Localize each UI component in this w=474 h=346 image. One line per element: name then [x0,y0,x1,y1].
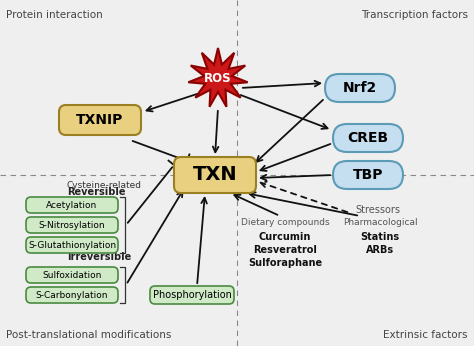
FancyBboxPatch shape [150,286,234,304]
Text: Extrinsic factors: Extrinsic factors [383,330,468,340]
Text: Reversible: Reversible [67,187,126,197]
Text: Dietary compounds: Dietary compounds [241,218,329,227]
Text: Irreversible: Irreversible [67,252,131,262]
Text: Curcumin: Curcumin [259,232,311,242]
Text: Transcription factors: Transcription factors [361,10,468,20]
Text: S-Carbonylation: S-Carbonylation [36,291,108,300]
Text: Sulfoxidation: Sulfoxidation [42,271,102,280]
Text: ROS: ROS [204,72,232,84]
Text: TBP: TBP [353,168,383,182]
Text: Cysteine-related: Cysteine-related [67,181,142,190]
Text: TXN: TXN [193,165,237,184]
FancyBboxPatch shape [174,157,256,193]
Text: Phosphorylation: Phosphorylation [153,290,231,300]
Text: ARBs: ARBs [366,245,394,255]
Text: S-Nitrosylation: S-Nitrosylation [39,220,105,229]
FancyBboxPatch shape [26,267,118,283]
FancyBboxPatch shape [59,105,141,135]
FancyBboxPatch shape [333,124,403,152]
Text: TXNIP: TXNIP [76,113,124,127]
Text: Statins: Statins [360,232,400,242]
FancyBboxPatch shape [26,287,118,303]
Text: S-Glutathionylation: S-Glutathionylation [28,240,116,249]
FancyBboxPatch shape [26,197,118,213]
Polygon shape [188,48,248,107]
Text: Sulforaphane: Sulforaphane [248,258,322,268]
Text: Nrf2: Nrf2 [343,81,377,95]
FancyBboxPatch shape [333,161,403,189]
Text: Protein interaction: Protein interaction [6,10,103,20]
Text: Resveratrol: Resveratrol [253,245,317,255]
FancyBboxPatch shape [26,217,118,233]
Text: Post-translational modifications: Post-translational modifications [6,330,172,340]
Text: Acetylation: Acetylation [46,200,98,209]
Text: CREB: CREB [347,131,389,145]
FancyBboxPatch shape [26,237,118,253]
FancyBboxPatch shape [325,74,395,102]
Text: Pharmacological: Pharmacological [343,218,417,227]
Text: Stressors: Stressors [355,205,400,215]
